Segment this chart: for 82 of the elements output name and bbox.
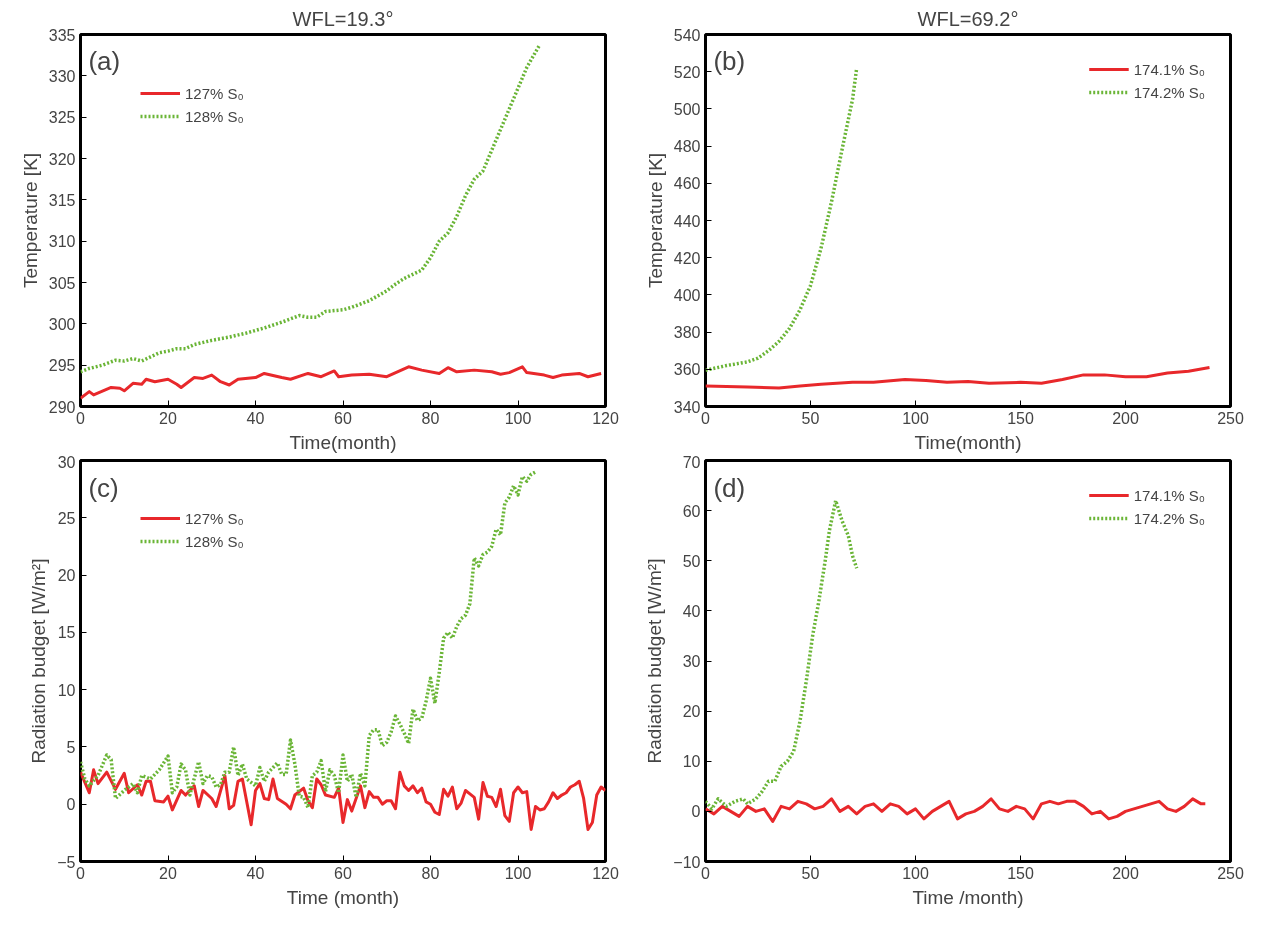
y-tick-label: 40 <box>682 602 701 620</box>
chart-title: WFL=19.3° <box>292 7 394 30</box>
legend-label: 174.1% S₀ <box>1133 60 1205 78</box>
x-tick-label: 80 <box>421 409 440 427</box>
x-tick-label: 100 <box>504 864 532 882</box>
annotation: (b) <box>713 45 746 76</box>
y-tick-label: 440 <box>673 212 701 230</box>
legend-label: 174.2% S₀ <box>1133 83 1205 101</box>
chart-title: WFL=69.2° <box>917 7 1019 30</box>
y-tick-label: 15 <box>57 624 76 642</box>
x-tick-label: 20 <box>159 409 177 427</box>
y-axis-title: Radiation budget [W/m²] <box>28 558 50 764</box>
y-tick-label: 0 <box>691 803 701 821</box>
y-tick-label: 30 <box>682 653 701 670</box>
legend-label: 127% S₀ <box>185 84 244 102</box>
x-tick-label: 120 <box>592 409 619 427</box>
y-tick-label: −5 <box>57 853 76 871</box>
x-tick-label: 50 <box>801 864 820 882</box>
y-tick-label: 60 <box>682 502 701 520</box>
y-tick-label: 360 <box>673 361 701 379</box>
y-tick-label: 5 <box>66 738 76 756</box>
x-tick-label: 150 <box>1007 409 1034 427</box>
x-tick-label: 80 <box>421 864 440 882</box>
y-tick-label: 300 <box>48 315 76 333</box>
legend-label: 128% S₀ <box>185 107 244 125</box>
y-tick-label: 295 <box>48 357 76 375</box>
y-tick-label: 400 <box>673 286 701 304</box>
legend-label: 128% S₀ <box>185 532 244 550</box>
y-tick-label: 325 <box>48 109 76 127</box>
x-tick-label: 60 <box>334 409 352 427</box>
y-tick-label: 500 <box>673 100 701 118</box>
x-tick-label: 150 <box>1007 864 1034 882</box>
x-tick-label: 40 <box>246 409 265 427</box>
x-tick-label: 100 <box>902 864 929 882</box>
y-tick-label: 0 <box>66 796 76 814</box>
legend-label: 174.2% S₀ <box>1133 509 1205 527</box>
y-tick-label: 10 <box>682 753 701 771</box>
y-tick-label: 340 <box>673 398 701 416</box>
x-tick-label: 120 <box>592 864 619 882</box>
y-axis-title: Radiation budget [W/m²] <box>644 558 666 764</box>
y-tick-label: 320 <box>48 150 76 168</box>
y-tick-label: 20 <box>682 703 701 721</box>
x-tick-label: 200 <box>1112 409 1139 427</box>
legend-label: 174.1% S₀ <box>1133 486 1205 504</box>
y-tick-label: 30 <box>57 453 76 471</box>
x-tick-label: 40 <box>246 864 265 882</box>
y-tick-label: 520 <box>673 63 701 81</box>
y-axis-title: Temperature [K] <box>644 152 666 289</box>
y-tick-label: 460 <box>673 175 701 193</box>
y-tick-label: 540 <box>673 26 701 44</box>
legend-label: 127% S₀ <box>185 509 244 527</box>
y-tick-label: 380 <box>673 324 701 342</box>
y-tick-label: 290 <box>48 398 76 416</box>
annotation: (a) <box>88 45 121 76</box>
annotation: (d) <box>713 472 746 503</box>
y-tick-label: 305 <box>48 274 76 292</box>
x-tick-label: 250 <box>1217 409 1244 427</box>
y-tick-label: 420 <box>673 249 701 267</box>
y-axis-title: Temperature [K] <box>19 152 41 289</box>
x-tick-label: 100 <box>504 409 532 427</box>
y-tick-label: 25 <box>57 509 76 527</box>
y-tick-label: −10 <box>673 853 701 871</box>
y-tick-label: 480 <box>673 138 701 156</box>
x-tick-label: 60 <box>334 864 352 882</box>
x-axis-title: Time (month) <box>286 886 400 908</box>
y-tick-label: 70 <box>682 453 701 471</box>
y-tick-label: 310 <box>48 233 76 251</box>
y-tick-label: 335 <box>48 26 76 44</box>
y-tick-label: 50 <box>682 552 701 570</box>
y-tick-label: 315 <box>48 191 76 209</box>
x-tick-label: 200 <box>1112 864 1139 882</box>
x-tick-label: 50 <box>801 409 820 427</box>
y-tick-label: 330 <box>48 67 76 85</box>
y-tick-label: 10 <box>57 681 76 699</box>
x-tick-label: 20 <box>159 864 177 882</box>
annotation: (c) <box>88 472 119 503</box>
x-axis-title: Time(month) <box>914 431 1022 453</box>
x-axis-title: Time(month) <box>289 431 397 453</box>
x-tick-label: 250 <box>1217 864 1244 882</box>
x-axis-title: Time /month) <box>912 886 1024 908</box>
x-tick-label: 100 <box>902 409 929 427</box>
y-tick-label: 20 <box>57 567 76 585</box>
